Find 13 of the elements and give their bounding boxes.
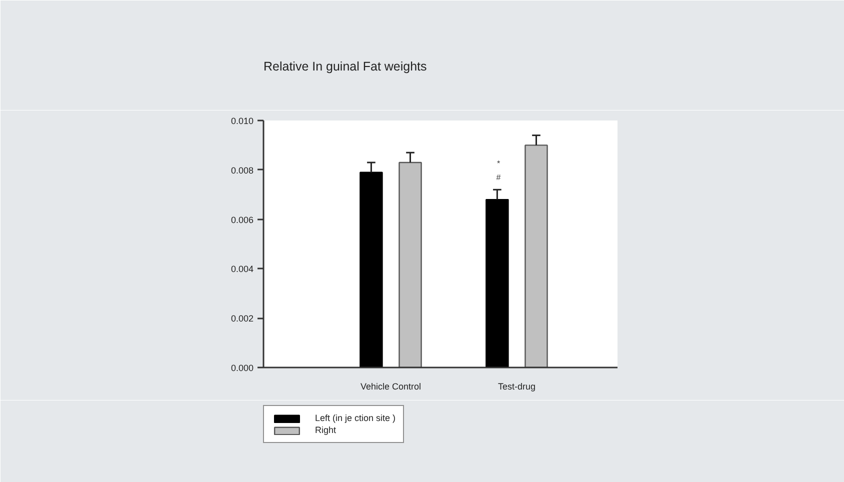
annotation: * [496, 159, 500, 168]
x-tick-label: Test-drug [498, 382, 536, 392]
y-tick-label: 0.002 [230, 314, 254, 324]
y-tick-label: 0.000 [230, 363, 254, 373]
y-tick-label: 0.004 [230, 264, 254, 274]
chart-title: Relative In guinal Fat weights [264, 60, 427, 74]
annotation: # [496, 173, 502, 182]
legend-label: Right [315, 425, 336, 435]
x-tick-label: Vehicle Control [360, 382, 422, 392]
y-tick-label: 0.010 [230, 116, 254, 126]
y-tick-label: 0.008 [230, 165, 254, 176]
y-tick-label: 0.006 [230, 214, 254, 225]
legend-label: Left (in je ction site ) [315, 413, 396, 423]
